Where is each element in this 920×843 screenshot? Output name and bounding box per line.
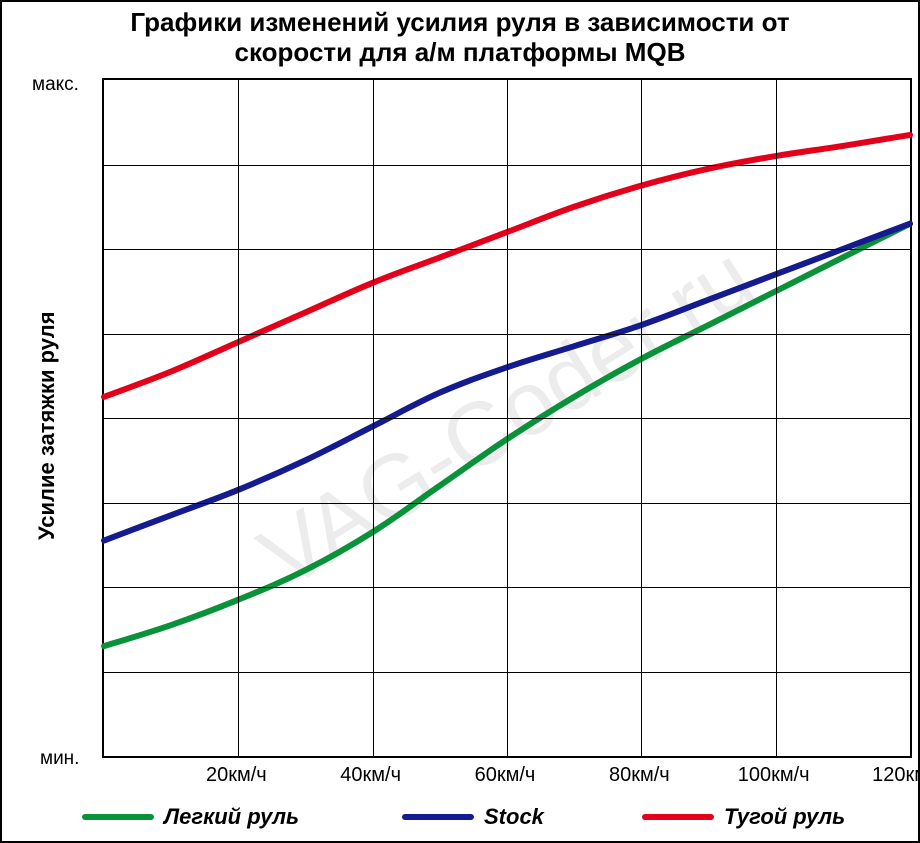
- x-tick-label: 60км/ч: [475, 764, 536, 787]
- y-axis-label: Усилие затяжки руля: [34, 312, 60, 541]
- legend-item: Легкий руль: [82, 804, 299, 830]
- grid-hline: [104, 672, 910, 673]
- grid-hline: [104, 334, 910, 335]
- y-min-label: мин.: [40, 748, 79, 770]
- grid-hline: [104, 503, 910, 504]
- grid-hline: [104, 249, 910, 250]
- grid-hline: [104, 587, 910, 588]
- legend-swatch: [642, 814, 714, 820]
- legend-item: Stock: [402, 804, 544, 830]
- legend-label: Легкий руль: [164, 804, 299, 830]
- y-max-label: макс.: [32, 74, 79, 96]
- legend-swatch: [82, 814, 154, 820]
- chart-title: Графики изменений усилия руля в зависимо…: [2, 8, 918, 68]
- chart-container: { "title": "Графики изменений усилия рул…: [0, 0, 920, 843]
- legend-label: Тугой руль: [724, 804, 845, 830]
- grid-hline: [104, 165, 910, 166]
- plot-area: [102, 78, 912, 758]
- legend-swatch: [402, 814, 474, 820]
- x-tick-label: 80км/ч: [609, 764, 670, 787]
- x-tick-label: 20км/ч: [206, 764, 267, 787]
- x-tick-label: 100км/ч: [738, 764, 810, 787]
- legend-item: Тугой руль: [642, 804, 845, 830]
- legend-label: Stock: [484, 804, 544, 830]
- x-tick-label: 120км/ч: [872, 764, 920, 787]
- x-tick-label: 40км/ч: [340, 764, 401, 787]
- grid-hline: [104, 418, 910, 419]
